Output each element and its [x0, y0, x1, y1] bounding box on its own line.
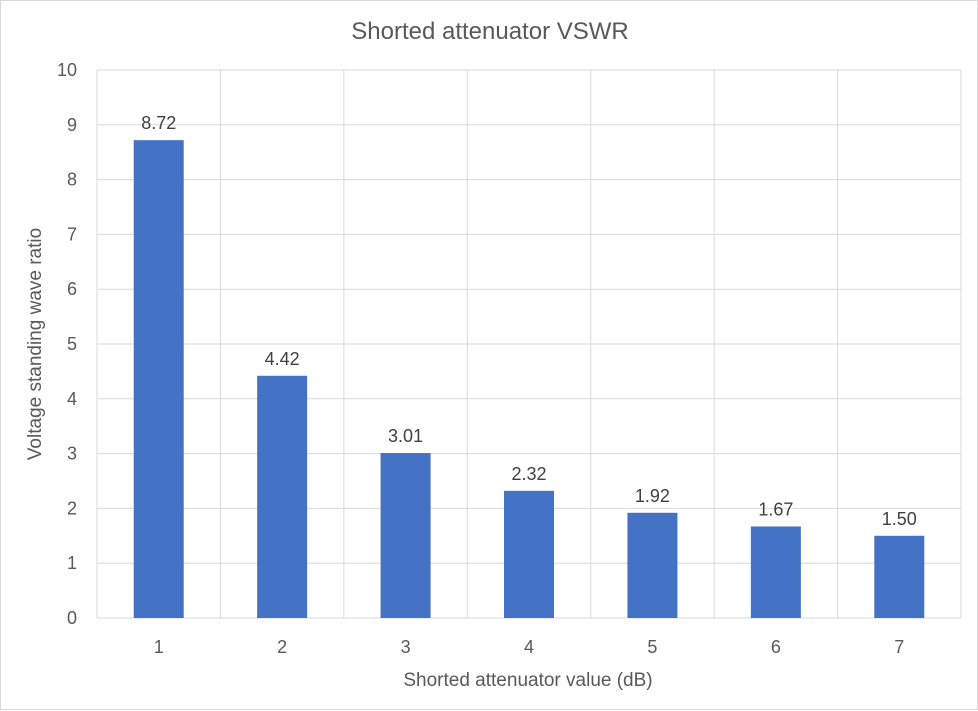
data-label: 4.42	[265, 349, 300, 369]
bar-4	[504, 490, 554, 618]
data-label: 1.67	[758, 499, 793, 519]
bar-7	[874, 535, 925, 618]
x-tick-label: 5	[647, 637, 657, 657]
y-tick-label: 6	[67, 279, 77, 299]
data-label: 3.01	[388, 426, 423, 446]
y-tick-label: 5	[67, 334, 77, 354]
y-axis-title: Voltage standing wave ratio	[25, 228, 46, 460]
bar-2	[257, 375, 308, 618]
y-tick-label: 0	[67, 608, 77, 628]
x-tick-label: 4	[524, 637, 534, 657]
x-tick-label: 3	[401, 637, 411, 657]
y-tick-label: 1	[67, 553, 77, 573]
bar-6	[750, 526, 801, 618]
bar-1	[133, 140, 184, 619]
data-label: 1.92	[635, 486, 670, 506]
x-axis-ticks: 1 2 3 4 5 6 7	[154, 637, 905, 657]
data-label: 2.32	[511, 464, 546, 484]
y-tick-label: 9	[67, 115, 77, 135]
x-tick-label: 1	[154, 637, 164, 657]
x-tick-label: 6	[771, 637, 781, 657]
y-tick-label: 4	[67, 389, 77, 409]
y-tick-label: 2	[67, 498, 77, 518]
data-label: 8.72	[141, 113, 176, 133]
x-tick-label: 7	[894, 637, 904, 657]
bars	[133, 140, 925, 619]
y-axis-ticks: 0 1 2 3 4 5 6 7 8 9 10	[57, 60, 77, 628]
y-tick-label: 10	[57, 60, 77, 80]
x-axis-title: Shorted attenuator value (dB)	[403, 670, 652, 691]
data-label: 1.50	[882, 509, 917, 529]
y-tick-label: 3	[67, 444, 77, 464]
y-tick-label: 7	[67, 224, 77, 244]
y-tick-label: 8	[67, 170, 77, 190]
data-labels: 8.72 4.42 3.01 2.32 1.92 1.67 1.50	[141, 113, 917, 529]
gridlines	[96, 69, 962, 619]
x-tick-label: 2	[277, 637, 287, 657]
bar-3	[380, 453, 431, 618]
chart-title: Shorted attenuator VSWR	[351, 18, 628, 45]
bar-5	[627, 512, 678, 618]
